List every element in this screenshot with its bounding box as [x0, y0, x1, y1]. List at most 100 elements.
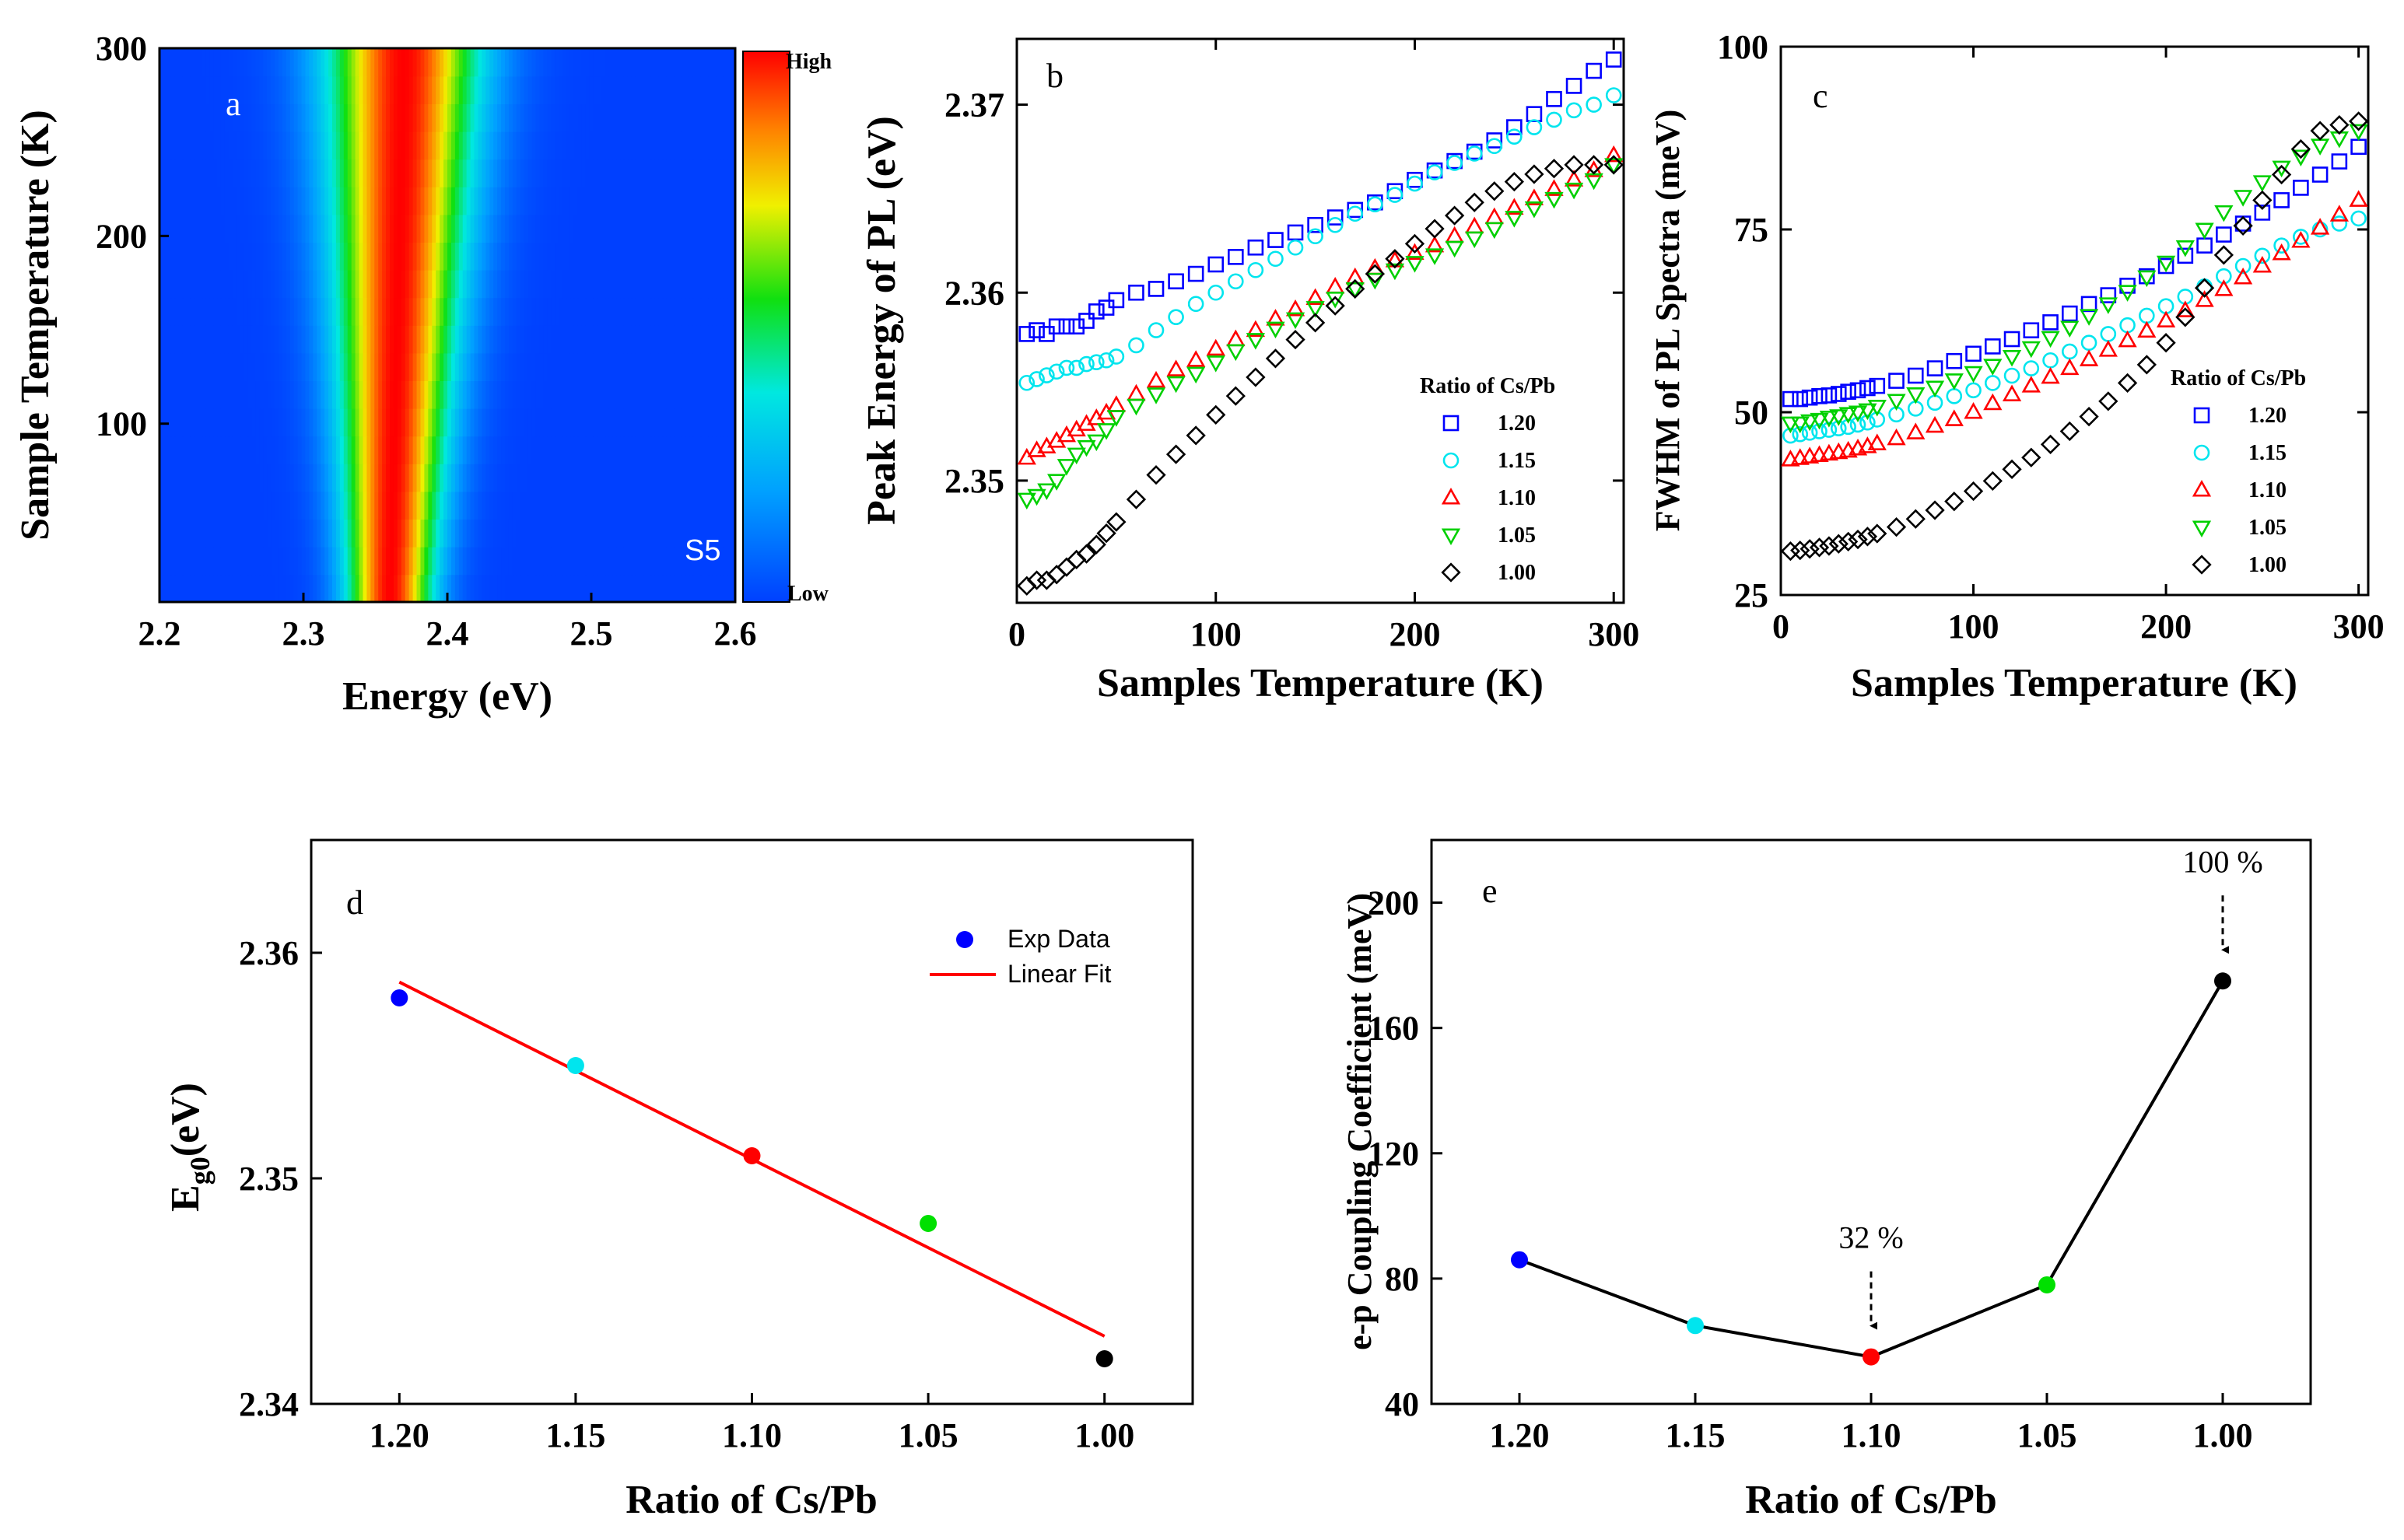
heatmap-cell	[658, 242, 664, 271]
heatmap-cell	[589, 103, 594, 132]
heatmap-cell	[432, 214, 436, 243]
heatmap-cell	[696, 380, 702, 409]
marker-square	[1526, 106, 1543, 122]
heatmap-cell	[678, 546, 682, 576]
heatmap-cell	[485, 491, 491, 520]
heatmap-cell	[635, 187, 640, 215]
heatmap-cell	[623, 574, 629, 602]
heatmap-cell	[555, 269, 559, 299]
heatmap-cell	[505, 214, 510, 243]
heatmap-cell	[328, 48, 333, 77]
heatmap-cell	[293, 159, 299, 187]
heatmap-cell	[259, 408, 264, 437]
heatmap-cell	[309, 214, 314, 243]
heatmap-cell	[202, 519, 206, 548]
heatmap-cell	[569, 103, 575, 132]
panel-c-frame	[1779, 45, 2370, 597]
heatmap-cell	[374, 159, 379, 187]
panel-e-connect-line	[1519, 980, 2224, 1359]
heatmap-cell	[408, 103, 414, 132]
heatmap-cell	[420, 519, 426, 548]
heatmap-cell	[228, 352, 233, 381]
heatmap-cell	[639, 214, 644, 243]
heatmap-cell	[493, 269, 498, 299]
heatmap-cell	[689, 187, 694, 215]
heatmap-cell	[220, 352, 226, 381]
heatmap-cell	[505, 325, 510, 354]
heatmap-cell	[378, 159, 383, 187]
marker-square	[1048, 318, 1065, 335]
heatmap-cell	[159, 436, 164, 464]
heatmap-cell	[428, 75, 433, 104]
heatmap-cell	[386, 574, 391, 602]
heatmap-cell	[716, 159, 721, 187]
heatmap-cell	[424, 464, 429, 492]
heatmap-cell	[662, 269, 667, 299]
heatmap-cell	[650, 131, 656, 160]
heatmap-cell	[432, 408, 436, 437]
heatmap-cell	[581, 75, 587, 104]
heatmap-cell	[685, 352, 690, 381]
heatmap-cell	[639, 187, 644, 215]
heatmap-cell	[282, 380, 287, 409]
heatmap-cell	[370, 519, 376, 548]
heatmap-cell	[478, 242, 483, 271]
heatmap-cell	[497, 352, 502, 381]
heatmap-cell	[205, 269, 210, 299]
heatmap-cell	[674, 436, 678, 464]
heatmap-cell	[593, 546, 598, 576]
heatmap-cell	[244, 408, 249, 437]
heatmap-cell	[436, 325, 440, 354]
heatmap-cell	[240, 352, 245, 381]
heatmap-cell	[458, 242, 464, 271]
heatmap-cell	[573, 214, 579, 243]
heatmap-cell	[236, 380, 241, 409]
heatmap-cell	[670, 491, 675, 520]
heatmap-cell	[581, 491, 587, 520]
heatmap-cell	[593, 408, 598, 437]
heatmap-cell	[220, 187, 226, 215]
x-tick-label: 300	[2333, 607, 2385, 646]
heatmap-cell	[616, 48, 621, 77]
heatmap-cell	[543, 103, 548, 132]
heatmap-cell	[408, 380, 414, 409]
heatmap-cell	[482, 408, 487, 437]
heatmap-cell	[259, 546, 264, 576]
heatmap-cell	[416, 75, 422, 104]
heatmap-cell	[616, 380, 621, 409]
marker-square	[2350, 138, 2367, 156]
marker-circle	[1048, 363, 1065, 380]
heatmap-cell	[543, 297, 548, 326]
heatmap-cell	[450, 491, 456, 520]
heatmap-cell	[436, 187, 440, 215]
heatmap-cell	[527, 159, 533, 187]
heatmap-cell	[505, 546, 510, 576]
heatmap-cell	[390, 464, 394, 492]
heatmap-cell	[569, 131, 575, 160]
heatmap-cell	[662, 546, 667, 576]
heatmap-cell	[289, 187, 295, 215]
heatmap-cell	[458, 574, 464, 602]
legend-label: 1.15	[1498, 449, 1536, 473]
heatmap-cell	[416, 352, 422, 381]
heatmap-cell	[275, 297, 279, 326]
heatmap-cell	[623, 269, 629, 299]
heatmap-cell	[278, 131, 283, 160]
heatmap-cell	[462, 491, 468, 520]
heatmap-cell	[374, 297, 379, 326]
heatmap-cell	[689, 408, 694, 437]
heatmap-cell	[282, 408, 287, 437]
heatmap-cell	[424, 214, 429, 243]
heatmap-cell	[493, 159, 498, 187]
heatmap-cell	[428, 214, 433, 243]
heatmap-cell	[194, 491, 199, 520]
heatmap-cell	[166, 380, 172, 409]
heatmap-cell	[297, 546, 303, 576]
heatmap-cell	[178, 325, 184, 354]
heatmap-cell	[562, 48, 567, 77]
heatmap-cell	[255, 325, 261, 354]
heatmap-cell	[559, 464, 563, 492]
data-point	[566, 1057, 584, 1074]
heatmap-cell	[666, 214, 671, 243]
heatmap-cell	[478, 436, 483, 464]
